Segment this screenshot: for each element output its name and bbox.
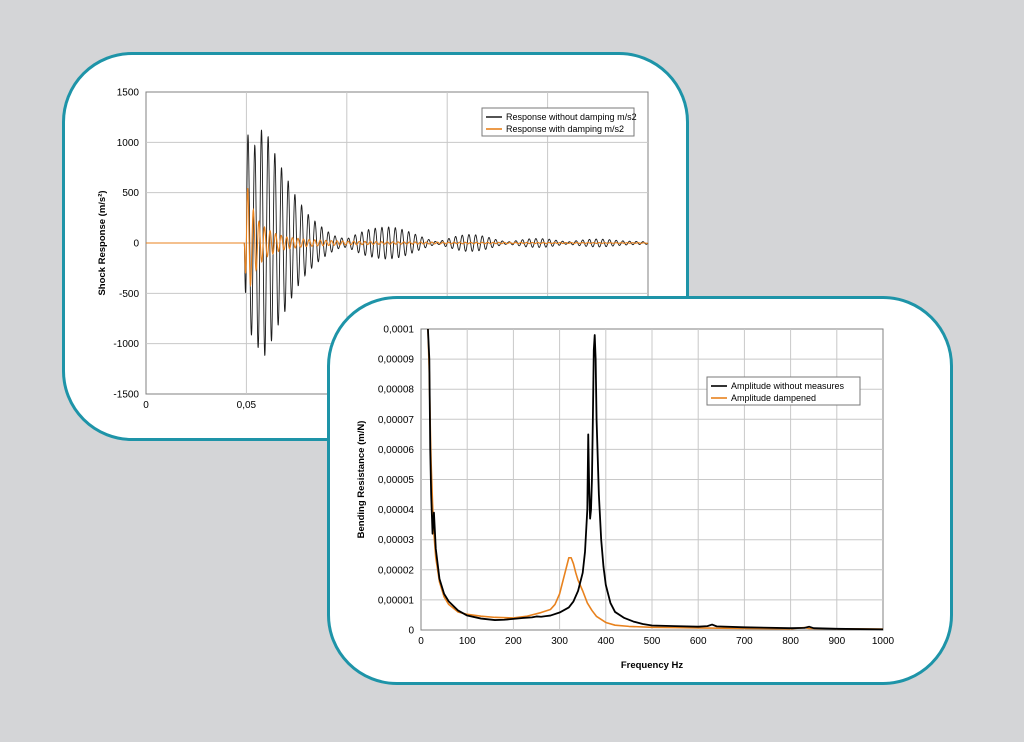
legend-box bbox=[706, 376, 861, 406]
x-tick-label: 800 bbox=[782, 636, 799, 647]
y-tick-label: 0,00009 bbox=[378, 355, 415, 366]
y-tick-label: 0,00007 bbox=[378, 415, 415, 426]
x-tick-label: 600 bbox=[690, 636, 707, 647]
legend-entry: Amplitude without measures bbox=[731, 381, 845, 391]
x-tick-label: 1000 bbox=[872, 636, 895, 647]
y-tick-label: 1500 bbox=[117, 88, 140, 99]
x-tick-label: 100 bbox=[459, 636, 476, 647]
y-tick-label: -500 bbox=[119, 289, 139, 300]
y-tick-label: 0,00006 bbox=[378, 445, 415, 456]
y-tick-label: 0,00008 bbox=[378, 385, 415, 396]
y-tick-label: -1000 bbox=[113, 339, 139, 350]
bending-resistance-chart: 0 100 200 300 400 500 600 700 800 900 1000 0 0,00001… bbox=[356, 325, 895, 672]
x-tick-label: 0 bbox=[418, 636, 424, 647]
y-tick-label: 500 bbox=[122, 188, 139, 199]
bending-resistance-card: 0 100 200 300 400 500 600 700 800 900 1000 0 0,00001… bbox=[327, 296, 953, 685]
x-tick-label: 900 bbox=[828, 636, 845, 647]
legend: Amplitude without measures Amplitude damp… bbox=[706, 376, 861, 406]
x-axis-title: Frequency Hz bbox=[621, 660, 684, 671]
y-tick-label: 0,00005 bbox=[378, 475, 415, 486]
legend: Response without damping m/s2 Response wi… bbox=[481, 107, 637, 137]
legend-entry: Response with damping m/s2 bbox=[506, 124, 624, 134]
series-line-amplitude-without-measures bbox=[427, 328, 884, 631]
y-tick-label: 0 bbox=[408, 626, 414, 637]
legend-box bbox=[481, 107, 635, 137]
legend-entry: Response without damping m/s2 bbox=[506, 112, 637, 122]
x-tick-label: 700 bbox=[736, 636, 753, 647]
y-tick-label: 1000 bbox=[117, 138, 140, 149]
x-tick-label: 0,05 bbox=[237, 400, 257, 411]
y-tick-label: -1500 bbox=[113, 390, 139, 401]
legend-entry: Amplitude dampened bbox=[731, 393, 816, 403]
x-tick-label: 0 bbox=[143, 400, 149, 411]
series-line-with-damping bbox=[146, 187, 649, 288]
x-tick-label: 500 bbox=[644, 636, 661, 647]
y-tick-label: 0,00001 bbox=[378, 595, 415, 606]
y-tick-label: 0 bbox=[133, 239, 139, 250]
y-tick-label: 0,0001 bbox=[383, 325, 414, 336]
y-axis-title: Bending Resistance (m/N) bbox=[356, 421, 367, 539]
y-axis-title: Shock Response (m/s²) bbox=[97, 190, 108, 295]
y-tick-label: 0,00002 bbox=[378, 565, 415, 576]
x-tick-label: 400 bbox=[597, 636, 614, 647]
y-tick-label: 0,00004 bbox=[378, 505, 415, 516]
y-tick-label: 0,00003 bbox=[378, 535, 415, 546]
x-tick-label: 300 bbox=[551, 636, 568, 647]
x-tick-label: 200 bbox=[505, 636, 522, 647]
